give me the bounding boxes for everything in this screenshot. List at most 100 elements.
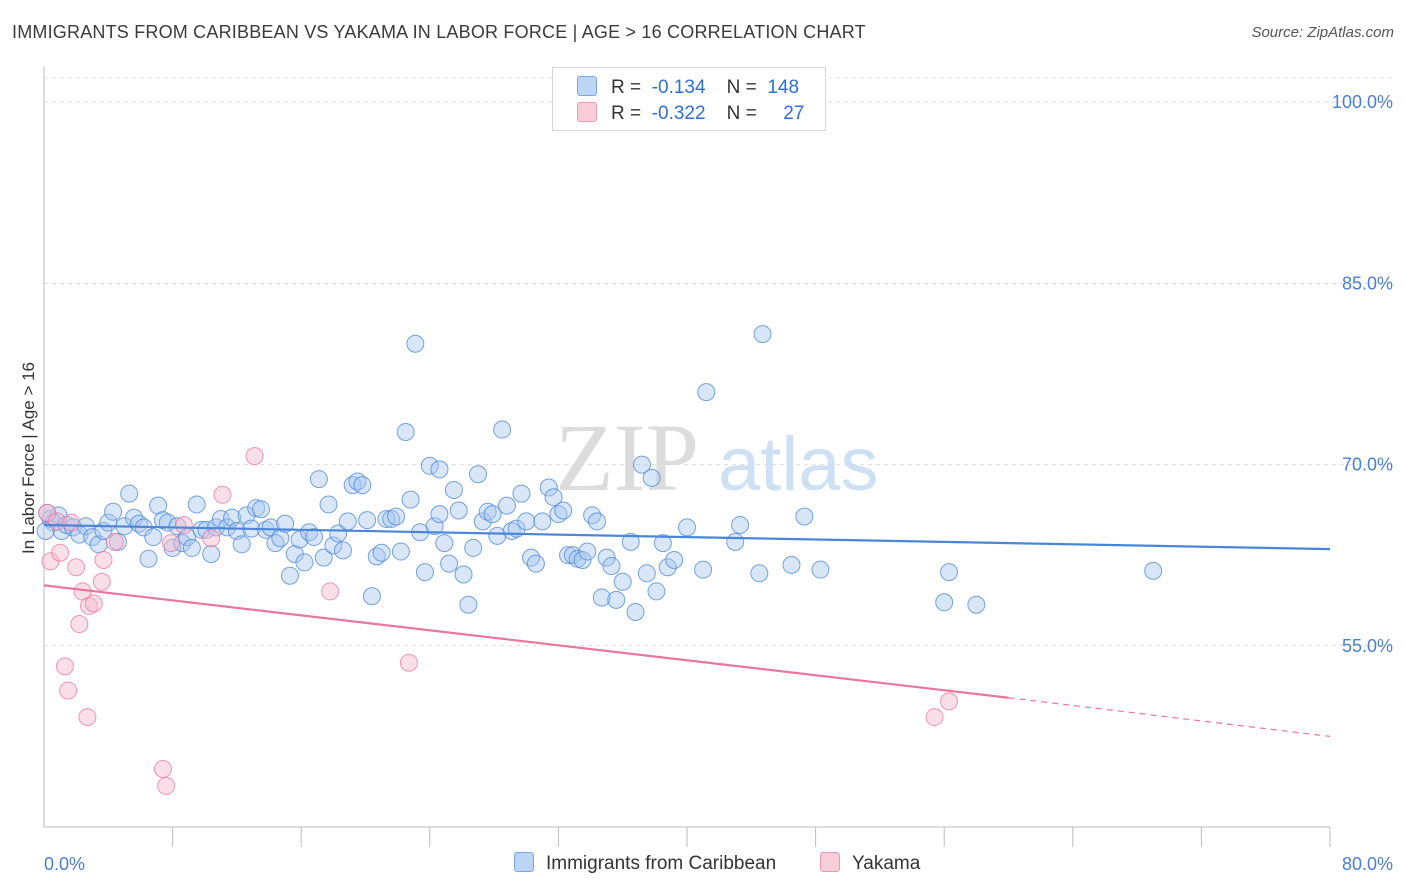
- legend-r-value: -0.322: [651, 103, 706, 124]
- data-point: [459, 595, 478, 614]
- data-point: [750, 564, 769, 583]
- data-point: [252, 500, 271, 519]
- data-point: [276, 514, 295, 533]
- data-point: [144, 528, 163, 547]
- data-point: [51, 543, 70, 562]
- data-point: [92, 572, 111, 591]
- data-point: [70, 615, 89, 634]
- source-label: Source: ZipAtlas.com: [1251, 24, 1394, 41]
- data-point: [678, 518, 696, 537]
- data-point: [940, 692, 959, 711]
- bottom-legend-caribbean: Immigrants from Caribbean: [514, 852, 776, 875]
- data-point: [549, 505, 568, 524]
- data-point: [697, 383, 716, 402]
- y-tick-label: 85.0%: [1342, 273, 1393, 293]
- data-point: [533, 512, 552, 531]
- legend-r-value: -0.134: [651, 77, 706, 98]
- data-point: [83, 528, 102, 547]
- data-point: [597, 548, 616, 567]
- data-point: [139, 549, 158, 568]
- watermark-zip: ZIP: [555, 404, 699, 511]
- data-point: [245, 447, 264, 466]
- data-point: [430, 460, 449, 479]
- data-point: [343, 476, 362, 495]
- data-point: [266, 534, 285, 553]
- data-point: [522, 548, 541, 567]
- data-point: [621, 532, 640, 551]
- data-point: [415, 563, 434, 582]
- data-point: [153, 760, 172, 779]
- data-point: [232, 535, 251, 554]
- y-tick-label: 70.0%: [1342, 455, 1393, 475]
- legend-swatch-caribbean: [577, 76, 597, 96]
- legend-row-yakama: R = -0.322 N = 27: [577, 102, 804, 126]
- data-point: [227, 522, 246, 541]
- data-point: [602, 557, 621, 576]
- data-point: [333, 541, 352, 560]
- data-point: [80, 596, 99, 615]
- data-point: [811, 560, 830, 579]
- data-point: [493, 420, 512, 439]
- legend-n-value: 148: [767, 77, 800, 98]
- data-point: [329, 524, 348, 543]
- data-point: [202, 529, 221, 548]
- data-point: [925, 708, 944, 727]
- bottom-legend-label-caribbean: Immigrants from Caribbean: [546, 853, 777, 874]
- data-point: [84, 594, 103, 613]
- data-point: [559, 546, 578, 565]
- data-point: [449, 501, 468, 520]
- data-point: [578, 542, 597, 561]
- data-point: [512, 484, 531, 503]
- watermark: ZIP atlas: [555, 404, 879, 511]
- data-point: [795, 507, 814, 526]
- data-point: [647, 582, 666, 601]
- data-point: [391, 542, 410, 561]
- data-point: [55, 657, 74, 676]
- data-point: [157, 776, 176, 795]
- data-point: [348, 472, 367, 491]
- data-point: [62, 513, 81, 532]
- data-point: [935, 593, 954, 612]
- data-point: [967, 595, 986, 614]
- chart-title: IMMIGRANTS FROM CARIBBEAN VS YAKAMA IN L…: [12, 22, 866, 42]
- legend-n-label: N =: [726, 77, 757, 98]
- data-point: [940, 563, 959, 582]
- data-point: [182, 538, 201, 557]
- trend-line: [43, 584, 1009, 699]
- trend-lines: [43, 523, 1331, 737]
- legend-r-label: R =: [611, 77, 642, 98]
- data-point: [358, 511, 377, 530]
- data-point: [626, 602, 645, 621]
- data-point: [362, 587, 381, 606]
- data-point: [653, 534, 672, 553]
- data-point: [174, 515, 193, 534]
- y-tick-label: 100.0%: [1332, 92, 1393, 112]
- data-point: [478, 502, 497, 521]
- data-point: [406, 334, 425, 353]
- data-point: [223, 508, 242, 527]
- data-point: [544, 488, 563, 507]
- data-point: [305, 528, 324, 547]
- legend-n-label: N =: [726, 103, 757, 124]
- data-point: [280, 566, 299, 585]
- data-point: [526, 554, 545, 573]
- data-point: [488, 526, 507, 545]
- data-point: [372, 543, 391, 562]
- data-point: [435, 534, 454, 553]
- series-caribbean: [36, 325, 1163, 621]
- legend-n-value: 27: [783, 103, 805, 124]
- data-point: [295, 553, 314, 572]
- data-point: [120, 484, 139, 503]
- data-point: [642, 468, 661, 487]
- data-point: [694, 560, 713, 579]
- data-point: [396, 422, 415, 441]
- data-point: [607, 590, 626, 609]
- data-point: [187, 495, 206, 514]
- data-point: [149, 496, 168, 515]
- data-point: [587, 512, 606, 531]
- data-point: [502, 522, 521, 541]
- data-point: [444, 480, 463, 499]
- data-point: [67, 558, 86, 577]
- data-point: [517, 512, 536, 531]
